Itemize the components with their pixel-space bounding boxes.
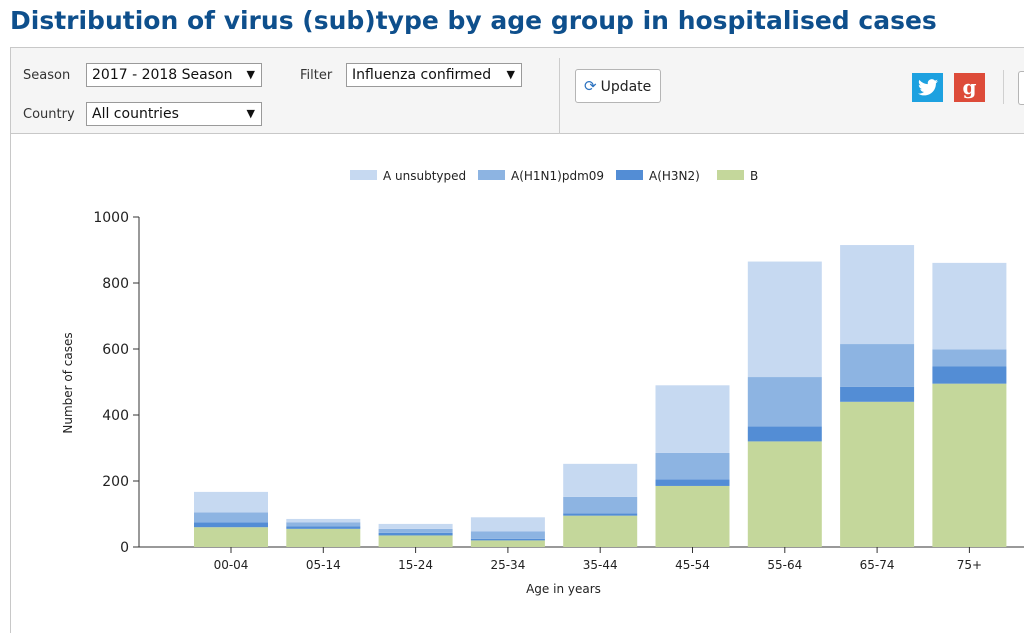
chart-area: 0 200 400 600 800 1000 00-04 05-14 15-24 25-34 35-… (10, 134, 1024, 633)
bar-segment (840, 344, 915, 387)
x-tick-label: 75+ (957, 558, 982, 572)
y-tick-label: 200 (102, 474, 129, 490)
chevron-down-icon: ▼ (506, 68, 515, 81)
bar-segment (932, 262, 1007, 350)
bar-segment (194, 491, 268, 513)
bar-segment (378, 532, 453, 536)
twitter-icon (917, 79, 938, 96)
x-tick-label: 65-74 (860, 558, 895, 572)
bar-segment (470, 538, 545, 541)
y-tick-label: 800 (102, 276, 129, 292)
chevron-down-icon: ▼ (246, 107, 255, 120)
update-button[interactable]: ⟳ Update (575, 69, 661, 103)
legend-swatch (478, 170, 505, 180)
bar-segment (840, 401, 915, 547)
season-select[interactable]: 2017 - 2018 Season ▼ (86, 63, 262, 87)
bar-segment (747, 426, 822, 442)
country-select-value: All countries (92, 106, 179, 122)
bar-segment (932, 383, 1007, 547)
bar-segment (932, 349, 1007, 367)
twitter-share-button[interactable] (912, 73, 943, 102)
page-title: Distribution of virus (sub)type by age g… (10, 6, 937, 35)
more-share-button[interactable] (1018, 71, 1024, 105)
legend-swatch (717, 170, 744, 180)
legend-label: A(H3N2) (649, 169, 700, 183)
bar-segment (655, 479, 730, 486)
bar-segment (286, 518, 361, 523)
bar-segment (840, 386, 915, 402)
google-plus-share-button[interactable]: g (954, 73, 985, 102)
bar-segment (286, 522, 361, 527)
y-tick-label: 600 (102, 342, 129, 358)
bar-segment (563, 513, 638, 516)
bar-segment (563, 463, 638, 497)
bar-segment (563, 515, 638, 547)
y-tick-label: 1000 (93, 210, 129, 226)
legend-label: B (750, 169, 758, 183)
bar-segment (840, 245, 915, 345)
x-tick-label: 15-24 (398, 558, 433, 572)
bar-segment (194, 527, 268, 547)
bar-segment (747, 441, 822, 547)
panel-separator (1003, 70, 1004, 104)
bar-segment (563, 496, 638, 514)
bar-segment (932, 366, 1007, 384)
y-axis-title: Number of cases (61, 332, 75, 433)
update-button-label: Update (600, 79, 652, 95)
bar-segment (286, 528, 361, 547)
stacked-bar-chart: 0 200 400 600 800 1000 00-04 05-14 15-24 25-34 35-… (61, 169, 1024, 596)
bar-segment (470, 540, 545, 547)
bar-segment (747, 261, 822, 378)
filter-panel: Season 2017 - 2018 Season ▼ Filter Influ… (10, 47, 1024, 134)
bar-segment (378, 523, 453, 529)
bar-segment (470, 531, 545, 539)
bar-segment (378, 535, 453, 547)
x-tick-label: 05-14 (306, 558, 341, 572)
filter-label: Filter (300, 68, 333, 83)
season-select-value: 2017 - 2018 Season (92, 67, 233, 83)
bar-segment (655, 385, 730, 453)
x-tick-label: 35-44 (583, 558, 618, 572)
legend-swatch (350, 170, 377, 180)
filter-select[interactable]: Influenza confirmed ▼ (346, 63, 522, 87)
bar-segment (655, 485, 730, 547)
y-tick-label: 400 (102, 408, 129, 424)
season-label: Season (23, 68, 71, 83)
x-tick-label: 00-04 (214, 558, 249, 572)
bar-segment (194, 522, 268, 528)
chevron-down-icon: ▼ (246, 68, 255, 81)
refresh-icon: ⟳ (584, 77, 597, 95)
legend-swatch (616, 170, 643, 180)
google-plus-icon: g (962, 75, 977, 99)
bar-segment (286, 526, 361, 529)
y-tick-label: 0 (120, 540, 129, 556)
legend-label: A unsubtyped (383, 169, 466, 183)
x-tick-label: 45-54 (675, 558, 710, 572)
filter-select-value: Influenza confirmed (352, 67, 492, 83)
country-select[interactable]: All countries ▼ (86, 102, 262, 126)
panel-divider (559, 58, 560, 134)
bar-segment (747, 377, 822, 427)
bar-segment (470, 517, 545, 532)
bar-segment (655, 452, 730, 480)
legend-label: A(H1N1)pdm09 (511, 169, 604, 183)
bar-segment (378, 528, 453, 533)
bar-segment (194, 512, 268, 523)
x-axis-title: Age in years (526, 582, 601, 596)
x-tick-label: 25-34 (490, 558, 525, 572)
country-label: Country (23, 107, 75, 122)
x-tick-label: 55-64 (767, 558, 802, 572)
